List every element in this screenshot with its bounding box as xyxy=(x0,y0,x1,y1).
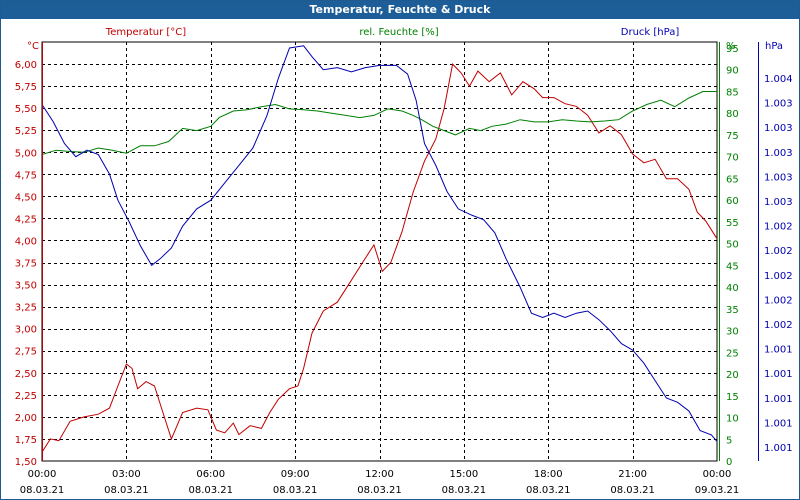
humidity-tick-label: 25 xyxy=(726,348,739,359)
temperature-tick-label: 2,00 xyxy=(15,413,37,424)
time-tick-label: 15:00 xyxy=(449,469,478,480)
temperature-tick-label: 1,50 xyxy=(15,457,37,468)
humidity-legend-label: rel. Feuchte [%] xyxy=(359,27,438,38)
humidity-tick-label: 20 xyxy=(726,370,739,381)
temperature-tick-label: 1,75 xyxy=(15,435,37,446)
humidity-tick-label: 55 xyxy=(726,218,739,229)
humidity-tick-label: 5 xyxy=(726,435,732,446)
humidity-tick-label: 35 xyxy=(726,305,739,316)
time-tick-label: 09:00 xyxy=(281,469,310,480)
pressure-tick-label: 1.003 xyxy=(764,123,793,134)
series-layer xyxy=(41,45,718,453)
pressure-tick-label: 1.003 xyxy=(764,99,793,110)
humidity-tick-label: 45 xyxy=(726,261,739,272)
pressure-tick-label: 1.001 xyxy=(764,394,793,405)
humidity-axis: 0 5 10 15 20 25 30 35 40 45 50 55 60 65 70 75 80 85 90 95% xyxy=(719,41,739,468)
temperature-tick-label: 4,25 xyxy=(15,214,37,225)
pressure-tick-label: 1.001 xyxy=(764,443,793,454)
pressure-tick-label: 1.002 xyxy=(764,222,793,233)
pressure-tick-label: 1.002 xyxy=(764,320,793,331)
humidity-tick-label: 95 xyxy=(726,44,739,55)
temperature-tick-label: 5,50 xyxy=(15,104,37,115)
series-line-pressure xyxy=(41,45,718,442)
pressure-tick-label: 1.002 xyxy=(764,246,793,257)
humidity-tick-label: 80 xyxy=(726,109,739,120)
temperature-legend-label: Temperatur [°C] xyxy=(105,27,186,38)
temperature-tick-label: 4,00 xyxy=(15,236,37,247)
humidity-tick-label: 60 xyxy=(726,196,739,207)
date-tick-label: 08.03.21 xyxy=(526,485,571,496)
temperature-tick-label: 3,00 xyxy=(15,325,37,336)
temperature-tick-label: 2,50 xyxy=(15,369,37,380)
date-tick-label: 08.03.21 xyxy=(188,485,233,496)
temperature-tick-label: 6,00 xyxy=(15,60,37,71)
temperature-tick-label: 4,75 xyxy=(15,170,37,181)
pressure-tick-label: 1.003 xyxy=(764,148,793,159)
series-line-temperature xyxy=(41,63,718,453)
pressure-tick-label: 1.003 xyxy=(764,197,793,208)
pressure-axis: 1.004 1.003 1.003 1.003 1.003 1.003 1.002 1.002… xyxy=(758,42,793,461)
temperature-tick-label: 2,25 xyxy=(15,391,37,402)
pressure-tick-label: 1.003 xyxy=(764,172,793,183)
temperature-tick-label: 2,75 xyxy=(15,347,37,358)
time-tick-label: 03:00 xyxy=(112,469,141,480)
date-tick-label: 08.03.21 xyxy=(20,485,65,496)
date-tick-label: 09.03.21 xyxy=(695,485,740,496)
pressure-legend-label: Druck [hPa] xyxy=(621,27,680,38)
time-tick-label: 12:00 xyxy=(365,469,394,480)
pressure-tick-label: 1.001 xyxy=(764,418,793,429)
temperature-tick-label: 3,50 xyxy=(15,281,37,292)
date-tick-label: 08.03.21 xyxy=(442,485,487,496)
time-tick-label: 00:00 xyxy=(703,469,732,480)
humidity-tick-label: 0 xyxy=(726,457,732,468)
grid xyxy=(41,41,718,462)
pressure-unit-label: hPa xyxy=(765,41,783,52)
humidity-tick-label: % xyxy=(726,41,736,52)
pressure-tick-label: 1.002 xyxy=(764,295,793,306)
temperature-tick-label: 5,00 xyxy=(15,148,37,159)
temperature-tick-label: 4,50 xyxy=(15,192,37,203)
humidity-tick-label: 90 xyxy=(726,66,739,77)
humidity-tick-label: 15 xyxy=(726,392,739,403)
temperature-tick-label: 3,75 xyxy=(15,259,37,270)
chart-title: Temperatur, Feuchte & Druck xyxy=(1,1,799,19)
time-tick-label: 06:00 xyxy=(196,469,225,480)
temperature-unit-label: °C xyxy=(27,41,39,52)
time-tick-label: 18:00 xyxy=(534,469,563,480)
humidity-tick-label: 50 xyxy=(726,240,739,251)
date-tick-label: 08.03.21 xyxy=(273,485,318,496)
humidity-tick-label: 75 xyxy=(726,131,739,142)
axis-labels: °C Temperatur [°C] rel. Feuchte [%] Druck [… xyxy=(27,27,783,52)
pressure-tick-label: 1.001 xyxy=(764,369,793,380)
temperature-tick-label: 5,75 xyxy=(15,82,37,93)
humidity-tick-label: 70 xyxy=(726,153,739,164)
time-tick-label: 21:00 xyxy=(618,469,647,480)
humidity-tick-label: 40 xyxy=(726,283,739,294)
humidity-tick-label: 30 xyxy=(726,327,739,338)
humidity-tick-label: 85 xyxy=(726,87,739,98)
temperature-tick-label: 3,25 xyxy=(15,303,37,314)
temperature-tick-label: 5,25 xyxy=(15,126,37,137)
humidity-tick-label: 65 xyxy=(726,174,739,185)
time-tick-label: 00:00 xyxy=(28,469,57,480)
temperature-axis: 1,50 1,75 2,00 2,25 2,50 2,75 3,00 3,25 3,50 3,75… xyxy=(15,42,43,468)
series-line-humidity xyxy=(41,91,717,155)
pressure-tick-label: 1.001 xyxy=(764,345,793,356)
pressure-tick-label: 1.002 xyxy=(764,271,793,282)
pressure-tick-label: 1.004 xyxy=(764,74,793,85)
time-axis: 00:00 08.03.21 03:00 08.03.21 06:00 08.03.21 0… xyxy=(20,469,740,496)
date-tick-label: 08.03.21 xyxy=(357,485,402,496)
date-tick-label: 08.03.21 xyxy=(610,485,655,496)
humidity-tick-label: 10 xyxy=(726,414,739,425)
date-tick-label: 08.03.21 xyxy=(104,485,149,496)
